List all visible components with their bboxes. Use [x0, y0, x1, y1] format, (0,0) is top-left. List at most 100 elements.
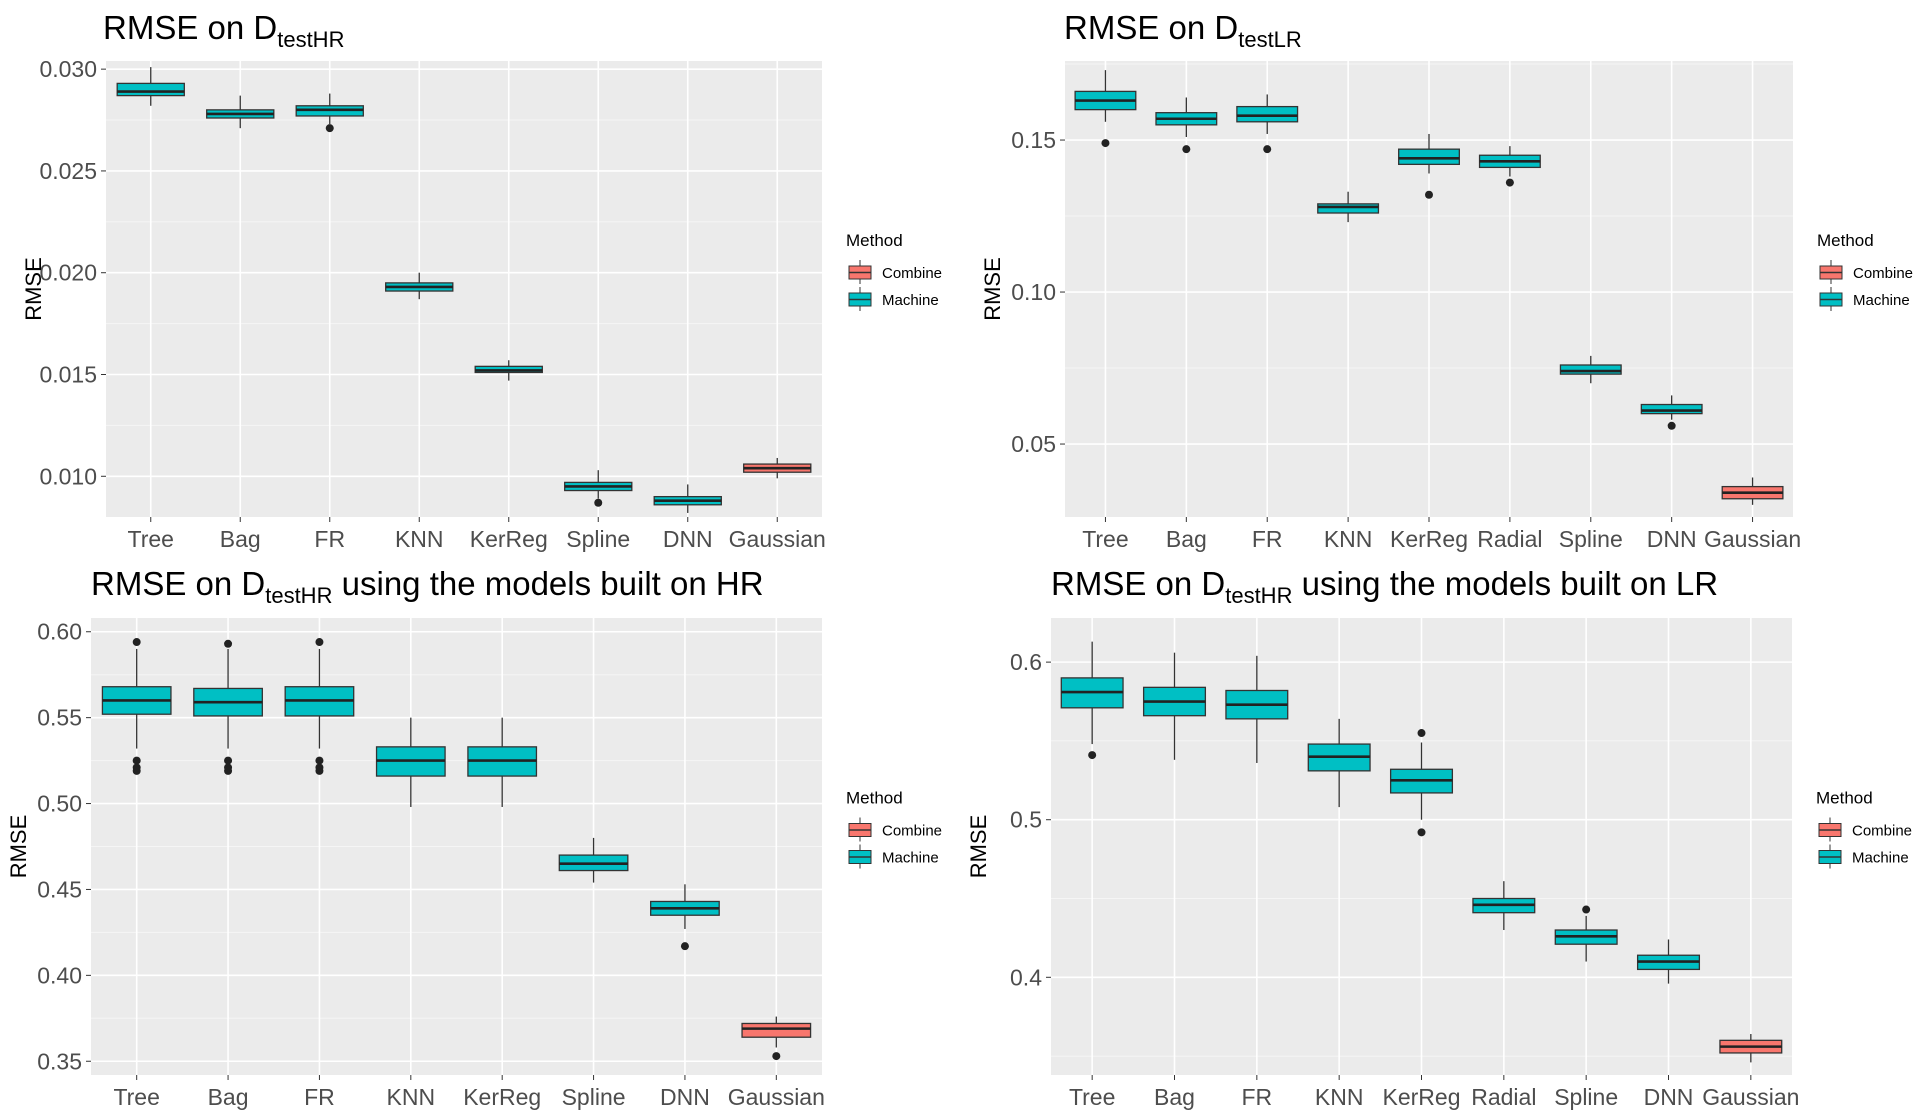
box-dnn — [1636, 939, 1701, 984]
box-knn — [385, 272, 454, 300]
outlier-point — [132, 638, 141, 647]
y-tick-label: 0.020 — [39, 260, 97, 286]
outlier-point — [1417, 828, 1426, 837]
x-tick-label: Tree — [113, 1084, 159, 1110]
x-tick-label: Radial — [1471, 1084, 1536, 1110]
legend-title: Method — [846, 789, 903, 808]
chart-panel-1: RMSE on DtestLR 0.05 0.10 0.15 Tree Bag FR KNN… — [962, 0, 1925, 558]
x-tick-label: KerReg — [463, 1084, 541, 1110]
y-tick-label: 0.015 — [39, 362, 97, 388]
legend-key-machine — [848, 844, 872, 869]
x-tick-label: Gaussian — [729, 526, 826, 552]
box-knn — [1317, 191, 1380, 223]
outlier-point — [1425, 190, 1433, 199]
outlier-point — [132, 756, 141, 765]
outlier-point — [680, 942, 689, 951]
legend-key-combine — [848, 817, 872, 842]
boxplot-chart: 0.010 0.015 0.020 0.025 0.030 Tree Bag FR KNN Ker… — [21, 56, 942, 552]
box-tree — [1060, 641, 1124, 760]
y-tick-label: 0.35 — [37, 1048, 82, 1074]
outlier-point — [1667, 421, 1676, 430]
legend: Method Combine Machine — [846, 789, 942, 869]
box-tree — [101, 638, 172, 775]
chart-title: RMSE on DtestLR — [1064, 9, 1302, 52]
x-tick-label: Tree — [128, 526, 174, 552]
x-tick-label: FR — [304, 1084, 335, 1110]
x-tick-label: FR — [1252, 526, 1283, 552]
y-tick-label: 0.010 — [39, 463, 97, 489]
legend-key-machine — [848, 287, 872, 311]
legend: Method Combine Machine — [1816, 789, 1912, 869]
x-tick-label: Bag — [1154, 1084, 1195, 1110]
outlier-point — [1505, 178, 1514, 187]
box-body — [116, 82, 185, 97]
y-tick-label: 0.05 — [1011, 431, 1056, 457]
box-bag — [1155, 97, 1218, 154]
legend: Method Combine Machine — [846, 231, 942, 311]
y-tick-label: 0.15 — [1011, 127, 1056, 153]
legend-key-combine — [1819, 260, 1843, 284]
box-tree — [1074, 70, 1137, 148]
x-tick-label: Bag — [1166, 526, 1207, 552]
box-knn — [375, 717, 446, 807]
legend-label: Combine — [882, 265, 942, 282]
box-spline — [564, 470, 633, 507]
y-tick-label: 0.6 — [1010, 649, 1042, 675]
x-tick-label: FR — [1241, 1084, 1272, 1110]
box-spline — [558, 837, 629, 883]
legend-title: Method — [1817, 231, 1874, 250]
box-kerreg — [1389, 729, 1454, 837]
outlier-point — [325, 124, 334, 133]
x-tick-label: KNN — [395, 526, 444, 552]
y-tick-label: 0.60 — [37, 619, 82, 645]
boxplot-chart: 0.35 0.40 0.45 0.50 0.55 0.60 Tree Bag FR KNN KerR… — [6, 618, 942, 1110]
legend-label: Machine — [882, 292, 939, 309]
chart-panel-2: RMSE on DtestHR using the models built o… — [0, 558, 962, 1117]
y-axis-label: RMSE — [980, 257, 1005, 321]
box-body — [1559, 364, 1622, 375]
outlier-point — [1088, 751, 1097, 760]
box-kerreg — [474, 360, 543, 381]
legend-label: Machine — [882, 850, 939, 867]
box-gaussian — [743, 457, 812, 479]
outlier-point — [1417, 729, 1426, 738]
chart-title: RMSE on DtestHR using the models built o… — [1051, 565, 1719, 608]
box-knn — [1307, 718, 1371, 808]
x-tick-label: KerReg — [1383, 1084, 1461, 1110]
x-tick-label: Bag — [208, 1084, 249, 1110]
box-bag — [1142, 652, 1207, 760]
box-body — [741, 1022, 812, 1038]
box-gaussian — [1719, 1034, 1783, 1063]
outlier-point — [772, 1052, 781, 1061]
box-gaussian — [741, 1016, 812, 1061]
box-spline — [1559, 355, 1622, 384]
outlier-point — [1101, 139, 1110, 148]
box-radial — [1478, 146, 1541, 187]
legend-label: Combine — [882, 823, 942, 840]
y-tick-label: 0.030 — [39, 56, 97, 82]
box-fr — [1236, 94, 1299, 154]
x-tick-label: KerReg — [1390, 526, 1468, 552]
outlier-point — [224, 766, 233, 775]
outlier-point — [1582, 905, 1591, 914]
outlier-point — [315, 756, 324, 765]
x-tick-label: Gaussian — [728, 1084, 825, 1110]
x-tick-label: Radial — [1477, 526, 1542, 552]
legend-title: Method — [1816, 789, 1873, 808]
x-tick-label: Gaussian — [1704, 526, 1801, 552]
y-axis-label: RMSE — [6, 815, 31, 879]
box-body — [1317, 203, 1380, 214]
outlier-point — [1263, 145, 1272, 154]
y-tick-label: 0.45 — [37, 876, 82, 902]
x-tick-label: DNN — [1644, 1084, 1694, 1110]
y-tick-label: 0.025 — [39, 158, 97, 184]
x-tick-label: KNN — [1315, 1084, 1364, 1110]
x-tick-label: Gaussian — [1702, 1084, 1799, 1110]
x-tick-label: DNN — [663, 526, 713, 552]
outlier-point — [132, 766, 141, 775]
x-tick-label: KNN — [1324, 526, 1373, 552]
chart-panel-0: RMSE on DtestHR 0.010 0.015 0.020 0.025 0.03… — [0, 0, 962, 558]
box-radial — [1472, 881, 1536, 931]
chart-title: RMSE on DtestHR — [103, 9, 345, 52]
box-fr — [284, 638, 355, 775]
